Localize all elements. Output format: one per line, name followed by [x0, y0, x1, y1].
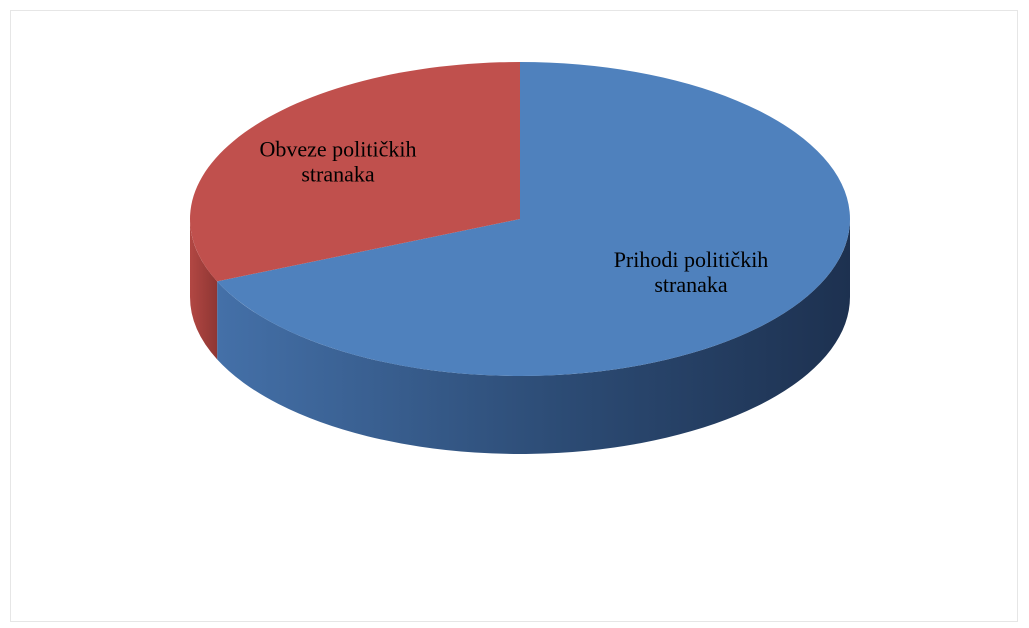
chart-area: Prihodi političkih stranaka Obveze politič…	[10, 10, 1018, 622]
pie-sides	[190, 219, 850, 455]
pie-slice-1	[189, 62, 520, 282]
pie-side-1	[190, 219, 218, 360]
pie-labels: Prihodi političkih stranaka Obveze politič…	[259, 137, 768, 297]
pie-slice-label-1: Obveze političkih stranaka	[259, 137, 416, 187]
pie-slice-0	[217, 62, 850, 376]
pie-side-0	[217, 219, 850, 455]
pie-slice-label-0: Prihodi političkih stranaka	[614, 247, 769, 297]
pie-tops	[189, 62, 850, 376]
pie-chart: Prihodi političkih stranaka Obveze politič…	[189, 62, 850, 455]
